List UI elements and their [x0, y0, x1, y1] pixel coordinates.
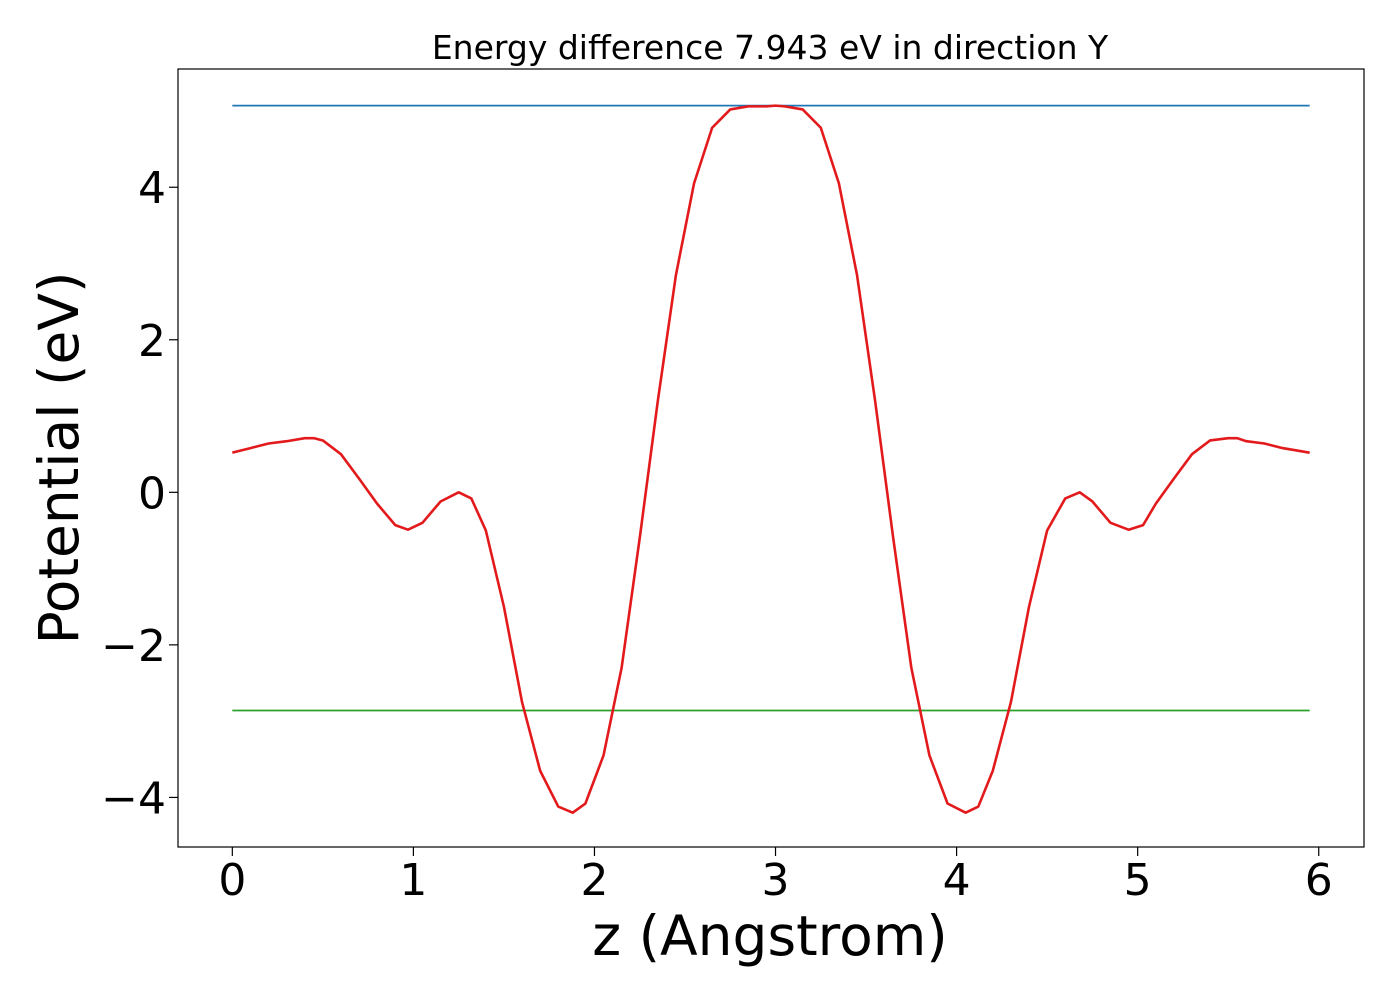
- x-tick-label: 1: [399, 855, 427, 906]
- y-tick-label: −2: [101, 621, 166, 672]
- x-tick-label: 2: [580, 855, 608, 906]
- y-tick-label: 4: [138, 163, 166, 214]
- plot-frame: [177, 68, 1365, 848]
- y-tick-label: 0: [138, 468, 166, 519]
- x-tick-label: 5: [1124, 855, 1152, 906]
- x-tick-label: 3: [762, 855, 790, 906]
- series-layer: [232, 104, 1310, 814]
- chart-title: Energy difference 7.943 eV in direction …: [432, 28, 1109, 67]
- x-axis: 0 1 2 3 4 5 6: [218, 847, 1333, 906]
- y-tick-label: 2: [138, 316, 166, 367]
- y-axis: −4 −2 0 2 4: [101, 163, 178, 824]
- y-tick-label: −4: [101, 773, 166, 824]
- y-axis-label: Potential (eV): [27, 272, 91, 645]
- x-tick-label: 4: [943, 855, 971, 906]
- x-tick-label: 0: [218, 855, 246, 906]
- x-axis-label: z (Angstrom): [592, 904, 948, 968]
- series-line-3: [232, 104, 1310, 814]
- x-tick-label: 6: [1305, 855, 1333, 906]
